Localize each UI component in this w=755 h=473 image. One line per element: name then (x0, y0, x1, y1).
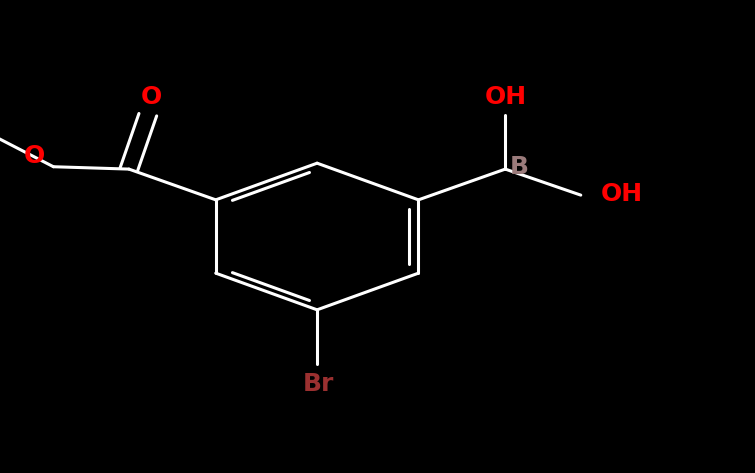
Text: O: O (24, 144, 45, 168)
Text: B: B (510, 155, 528, 179)
Text: OH: OH (601, 182, 643, 206)
Text: Br: Br (303, 372, 334, 396)
Text: O: O (141, 85, 162, 109)
Text: OH: OH (485, 85, 527, 109)
